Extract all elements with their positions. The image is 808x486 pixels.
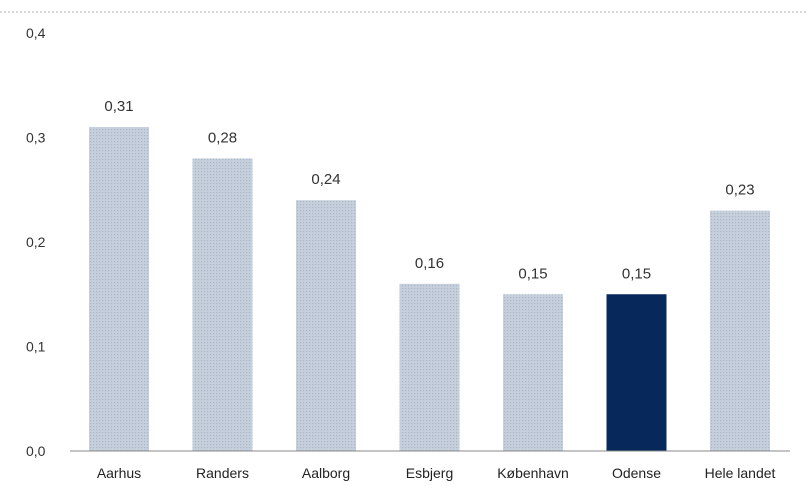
category-label: Aarhus xyxy=(97,465,141,481)
bar xyxy=(399,283,460,451)
x-axis: Aarhus Randers Aalborg Esbjerg København Oden… xyxy=(97,465,776,481)
y-tick-label: 0,3 xyxy=(26,130,46,146)
y-tick-label: 0,2 xyxy=(26,234,46,250)
bars-group: 0,31 0,28 0,24 0,16 0,15 0,15 0,23 xyxy=(89,98,770,452)
data-label: 0,23 xyxy=(725,182,754,199)
bar xyxy=(606,294,667,451)
y-tick-label: 0,4 xyxy=(26,25,46,41)
category-label: Aalborg xyxy=(302,465,350,481)
bar xyxy=(192,158,253,451)
bar xyxy=(710,210,770,451)
category-label: Hele landet xyxy=(705,465,776,481)
data-label: 0,28 xyxy=(208,129,237,146)
category-label: Esbjerg xyxy=(406,465,453,481)
data-label: 0,15 xyxy=(518,265,547,282)
category-label: Randers xyxy=(196,465,249,481)
bar xyxy=(503,294,563,451)
data-label: 0,15 xyxy=(622,265,651,282)
y-tick-label: 0,1 xyxy=(26,339,46,355)
category-label: København xyxy=(497,465,569,481)
data-label: 0,16 xyxy=(415,255,444,272)
y-axis: 0,0 0,1 0,2 0,3 0,4 xyxy=(26,25,46,459)
bar xyxy=(89,127,149,452)
bar xyxy=(296,200,356,451)
data-label: 0,31 xyxy=(104,98,133,115)
data-label: 0,24 xyxy=(311,171,340,188)
category-label: Odense xyxy=(612,465,661,481)
y-tick-label: 0,0 xyxy=(26,443,46,459)
